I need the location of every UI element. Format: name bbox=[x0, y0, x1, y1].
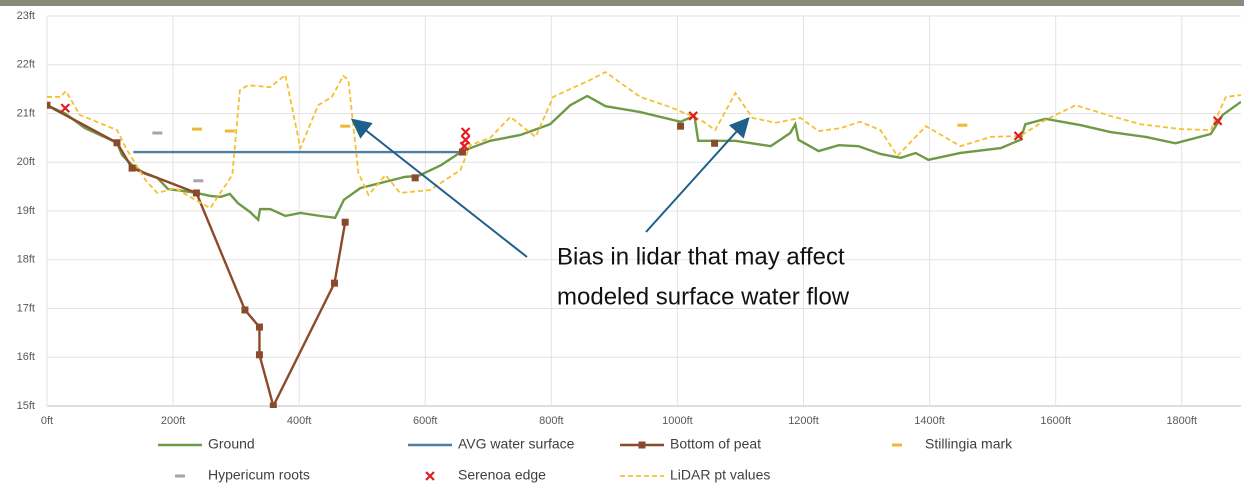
photo-strip bbox=[0, 0, 1244, 6]
series-line bbox=[47, 94, 1241, 223]
marker bbox=[341, 218, 349, 226]
marker bbox=[688, 111, 698, 121]
legend-item: AVG water surface bbox=[408, 436, 575, 452]
marker bbox=[330, 279, 338, 287]
legend-label: Bottom of peat bbox=[670, 436, 761, 452]
marker bbox=[638, 441, 646, 449]
y-tick-label: 20ft bbox=[17, 156, 35, 168]
x-tick-label: 400ft bbox=[287, 415, 311, 427]
plot-area bbox=[47, 71, 1241, 408]
marker bbox=[60, 103, 71, 113]
marker bbox=[255, 323, 263, 331]
y-tick-label: 18ft bbox=[17, 254, 35, 266]
legend-label: LiDAR pt values bbox=[670, 467, 770, 483]
marker bbox=[677, 122, 685, 130]
marker bbox=[1013, 131, 1024, 141]
x-tick-label: 1400ft bbox=[914, 415, 945, 427]
legend-item: Serenoa edge bbox=[425, 467, 546, 483]
marker bbox=[411, 174, 419, 182]
y-tick-label: 19ft bbox=[17, 205, 35, 217]
legend-item: Ground bbox=[158, 436, 255, 452]
marker bbox=[192, 189, 200, 197]
x-tick-label: 1000ft bbox=[662, 415, 693, 427]
legend: Ground AVG water surface Bottom of peat Sti… bbox=[158, 436, 1013, 483]
marker bbox=[241, 306, 249, 314]
marker bbox=[460, 127, 471, 137]
annotation: Bias in lidar that may affect bbox=[557, 243, 845, 270]
series-line bbox=[47, 104, 347, 408]
series-line bbox=[47, 71, 1241, 210]
marker bbox=[425, 471, 435, 481]
marker bbox=[128, 164, 136, 172]
x-tick-label: 1800ft bbox=[1166, 415, 1197, 427]
y-tick-label: 17ft bbox=[17, 302, 35, 314]
marker bbox=[1212, 116, 1223, 126]
marker bbox=[711, 139, 719, 147]
marker bbox=[255, 351, 263, 359]
marker bbox=[269, 402, 277, 408]
legend-item: Hypericum roots bbox=[175, 467, 310, 483]
marker bbox=[458, 148, 466, 156]
legend-label: AVG water surface bbox=[458, 436, 575, 452]
legend-label: Stillingia mark bbox=[925, 436, 1013, 452]
grid: 15ft 16ft 17ft 18ft 19ft 20ft 21ft 22ft 23ft 0ft 2… bbox=[17, 10, 1241, 427]
annotation: modeled surface water flow bbox=[557, 283, 850, 310]
x-tick-label: 1600ft bbox=[1040, 415, 1071, 427]
x-tick-label: 600ft bbox=[413, 415, 437, 427]
legend-item: Stillingia mark bbox=[892, 436, 1013, 452]
legend-label: Serenoa edge bbox=[458, 467, 546, 483]
marker bbox=[47, 101, 51, 109]
y-tick-label: 15ft bbox=[17, 400, 35, 412]
legend-item: LiDAR pt values bbox=[620, 467, 770, 483]
arrow bbox=[350, 118, 528, 258]
x-tick-label: 200ft bbox=[161, 415, 185, 427]
arrow bbox=[645, 117, 750, 233]
x-tick-label: 800ft bbox=[539, 415, 563, 427]
y-tick-label: 22ft bbox=[17, 59, 35, 71]
legend-label: Hypericum roots bbox=[208, 467, 310, 483]
marker bbox=[113, 139, 121, 147]
legend-item: Bottom of peat bbox=[620, 436, 761, 452]
x-tick-label: 0ft bbox=[41, 415, 53, 427]
legend-label: Ground bbox=[208, 436, 255, 452]
y-tick-label: 16ft bbox=[17, 351, 35, 363]
x-tick-label: 1200ft bbox=[788, 415, 819, 427]
y-tick-label: 23ft bbox=[17, 10, 35, 22]
marker bbox=[459, 141, 470, 151]
y-tick-label: 21ft bbox=[17, 107, 35, 119]
